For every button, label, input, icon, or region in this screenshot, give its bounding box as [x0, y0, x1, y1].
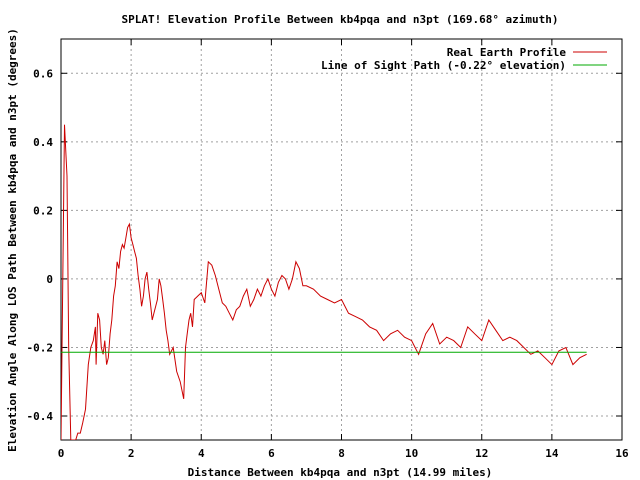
y-axis-label: Elevation Angle Along LOS Path Between k… — [6, 28, 19, 452]
legend-label: Line of Sight Path (-0.22° elevation) — [321, 59, 566, 72]
x-tick-label: 12 — [475, 447, 488, 460]
x-axis-label: Distance Between kb4pqa and n3pt (14.99 … — [188, 466, 493, 479]
real-earth-profile-line — [61, 124, 587, 440]
x-tick-label: 8 — [338, 447, 345, 460]
y-tick-label: -0.4 — [27, 410, 54, 423]
data-series — [61, 124, 587, 440]
y-tick-label: 0.6 — [33, 67, 53, 80]
x-tick-label: 14 — [545, 447, 559, 460]
legend-label: Real Earth Profile — [447, 46, 567, 59]
chart-title: SPLAT! Elevation Profile Between kb4pqa … — [121, 13, 558, 26]
x-tick-label: 4 — [198, 447, 205, 460]
y-tick-label: -0.2 — [27, 341, 54, 354]
x-tick-label: 10 — [405, 447, 418, 460]
axis-ticks: 0 2 4 6 8 10 12 14 16 -0.4 -0.2 0 0.2 0.4 0.6 — [27, 39, 629, 460]
y-tick-label: 0.2 — [33, 204, 53, 217]
x-tick-label: 0 — [58, 447, 65, 460]
x-tick-label: 2 — [128, 447, 135, 460]
y-tick-label: 0 — [46, 273, 53, 286]
grid-lines — [61, 39, 622, 440]
y-tick-label: 0.4 — [33, 136, 53, 149]
x-tick-label: 6 — [268, 447, 275, 460]
x-tick-label: 16 — [615, 447, 629, 460]
